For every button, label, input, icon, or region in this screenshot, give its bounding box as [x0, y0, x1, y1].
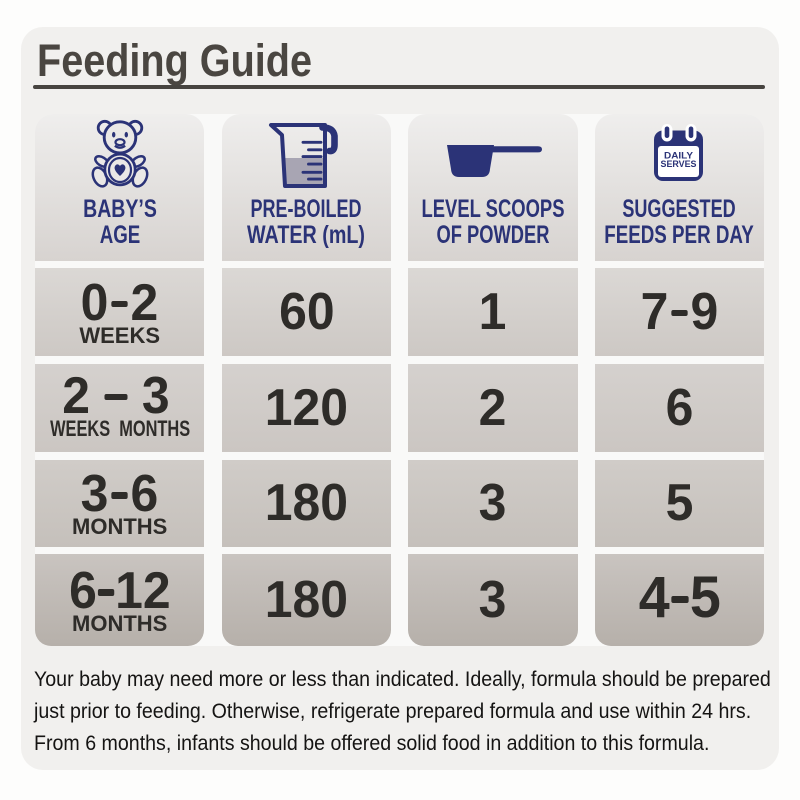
- svg-text:SERVES: SERVES: [661, 159, 697, 170]
- svg-text:DAILY: DAILY: [664, 151, 694, 162]
